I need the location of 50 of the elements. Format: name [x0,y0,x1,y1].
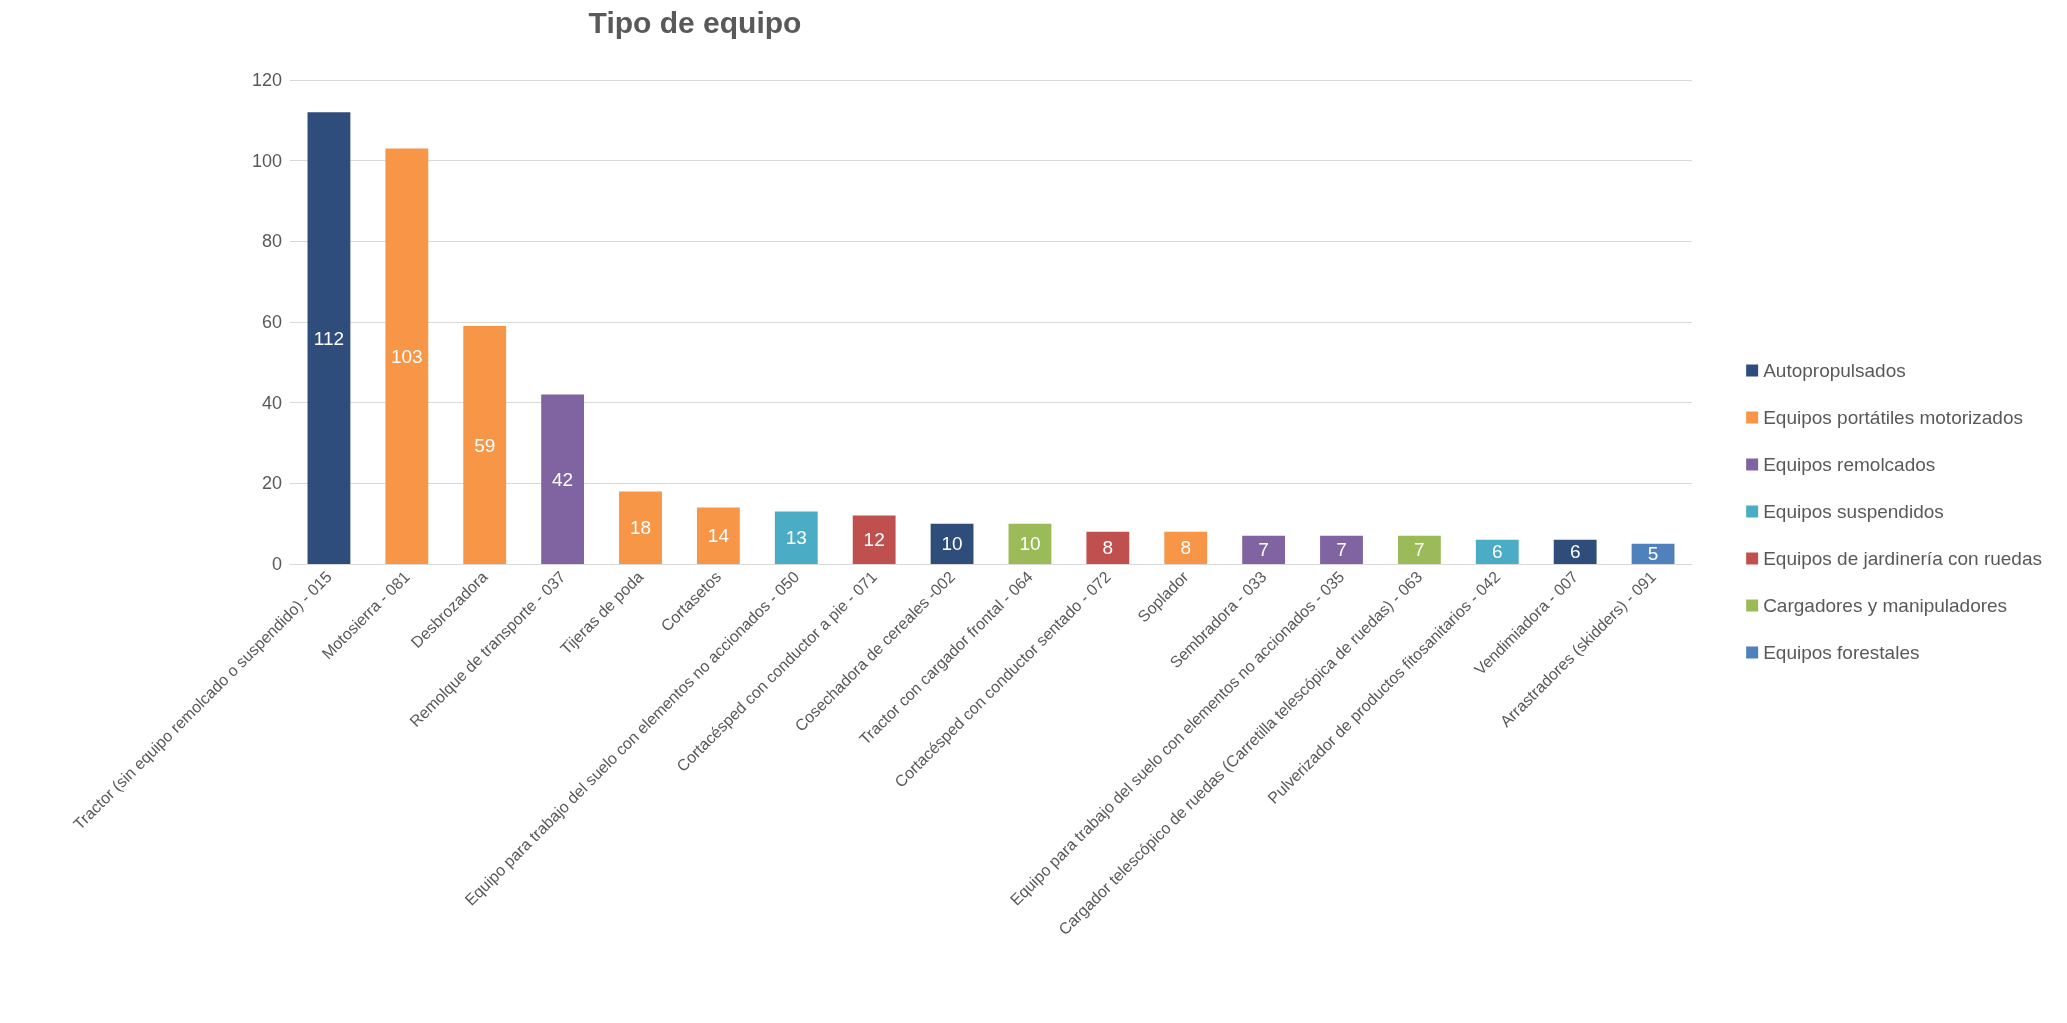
data-label: 5 [1647,543,1659,565]
data-label: 12 [863,529,885,551]
data-label: 7 [1414,539,1425,561]
bar [541,394,585,564]
data-label: 6 [1491,541,1503,563]
bar [1008,523,1052,564]
data-label: 7 [1258,539,1269,561]
legend-label: Cargadores y manipuladores [1763,595,2008,616]
bar [852,515,896,564]
data-label: 13 [785,527,807,549]
data-label: 7 [1336,539,1347,561]
data-label: 6 [1569,541,1581,563]
legend-label: Equipos portátiles motorizados [1763,407,2023,428]
data-label: 112 [313,327,345,349]
data-label: 8 [1180,537,1192,559]
y-tick-label: 80 [261,231,282,252]
data-label: 10 [941,533,963,555]
legend-label: Equipos remolcados [1763,454,1936,475]
bar [774,511,818,564]
bar [930,523,974,564]
data-label: 42 [552,468,574,490]
legend-label: Autopropulsados [1763,360,1906,381]
bar [463,326,507,564]
chart-title: Tipo de equipo [588,5,802,39]
legend-label: Equipos forestales [1763,642,1920,663]
bar [307,112,351,564]
legend-label: Equipos suspendidos [1763,501,1944,522]
bar [619,491,662,564]
bar [1164,531,1208,564]
y-tick-label: 0 [271,554,282,574]
y-tick-label: 60 [261,312,282,332]
bar [385,148,429,564]
bar [696,507,740,564]
data-label: 10 [1019,533,1041,555]
data-label: 14 [707,525,730,547]
bar [1553,539,1597,564]
y-tick-label: 40 [261,392,282,413]
data-label: 8 [1102,537,1114,559]
data-label: 18 [629,517,652,539]
legend-label: Equipos de jardinería con ruedas [1763,548,2043,569]
data-label: 103 [390,345,423,367]
y-tick-label: 120 [251,70,282,90]
bar [1242,535,1286,564]
y-tick-label: 100 [251,150,282,171]
data-label: 59 [474,434,496,456]
bar [1320,535,1363,564]
y-tick-label: 20 [261,473,282,494]
bar [1397,535,1441,564]
bar [1086,531,1130,564]
bar [1475,539,1519,564]
